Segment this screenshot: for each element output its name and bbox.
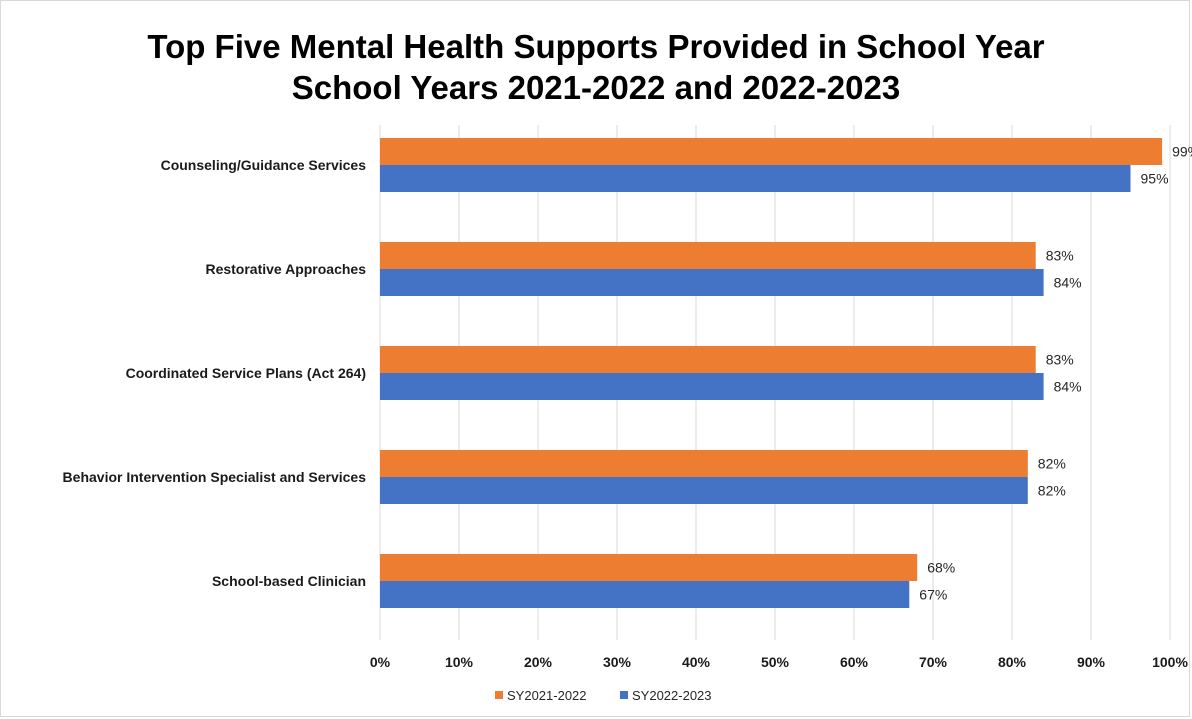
x-tick-label: 100% bbox=[1152, 654, 1188, 670]
bar bbox=[380, 554, 918, 581]
bar bbox=[380, 165, 1131, 192]
chart-title-line-1: Top Five Mental Health Supports Provided… bbox=[147, 28, 1045, 65]
legend-swatch bbox=[620, 691, 628, 699]
x-tick-label: 30% bbox=[603, 654, 632, 670]
category-label: Behavior Intervention Specialist and Ser… bbox=[63, 469, 367, 485]
bar bbox=[380, 581, 910, 608]
x-tick-label: 10% bbox=[445, 654, 474, 670]
x-tick-label: 60% bbox=[840, 654, 869, 670]
bar bbox=[380, 346, 1036, 373]
x-tick-label: 80% bbox=[998, 654, 1027, 670]
category-labels: Counseling/Guidance Services Restorative … bbox=[63, 157, 367, 589]
data-label: 82% bbox=[1038, 483, 1066, 499]
category-label: Counseling/Guidance Services bbox=[161, 157, 367, 173]
legend-label: SY2021-2022 bbox=[507, 688, 587, 703]
bar bbox=[380, 269, 1044, 296]
bar bbox=[380, 242, 1036, 269]
data-label: 84% bbox=[1054, 275, 1082, 291]
category-label: School-based Clinician bbox=[212, 573, 366, 589]
legend-label: SY2022-2023 bbox=[632, 688, 712, 703]
x-tick-label: 50% bbox=[761, 654, 790, 670]
data-label: 68% bbox=[927, 560, 955, 576]
bar bbox=[380, 373, 1044, 400]
data-label: 67% bbox=[919, 587, 947, 603]
x-tick-label: 0% bbox=[370, 654, 391, 670]
data-label: 84% bbox=[1054, 379, 1082, 395]
x-tick-label: 40% bbox=[682, 654, 711, 670]
data-labels: 99%95% 83% 84% 83% 84% 82% 82% 68% 67% bbox=[919, 144, 1192, 603]
bar bbox=[380, 477, 1028, 504]
x-tick-label: 70% bbox=[919, 654, 948, 670]
data-label: 82% bbox=[1038, 456, 1066, 472]
chart-title: Top Five Mental Health Supports Provided… bbox=[0, 26, 1192, 108]
data-label: 83% bbox=[1046, 248, 1074, 264]
chart-title-line-2: School Years 2021-2022 and 2022-2023 bbox=[291, 69, 901, 106]
data-label: 99% bbox=[1172, 144, 1192, 160]
bars bbox=[380, 138, 1163, 608]
bar bbox=[380, 138, 1163, 165]
x-tick-label: 20% bbox=[524, 654, 553, 670]
x-axis-ticks: 0% 10% 20% 30% 40% 50% 60% 70% 80% 90% 100% bbox=[370, 654, 1189, 670]
data-label: 83% bbox=[1046, 352, 1074, 368]
x-tick-label: 90% bbox=[1077, 654, 1106, 670]
bar bbox=[380, 450, 1028, 477]
data-label: 95% bbox=[1141, 171, 1169, 187]
category-label: Coordinated Service Plans (Act 264) bbox=[126, 365, 366, 381]
category-label: Restorative Approaches bbox=[205, 261, 366, 277]
legend-swatch bbox=[495, 691, 503, 699]
legend: SY2021-2022 SY2022-2023 bbox=[495, 688, 712, 703]
